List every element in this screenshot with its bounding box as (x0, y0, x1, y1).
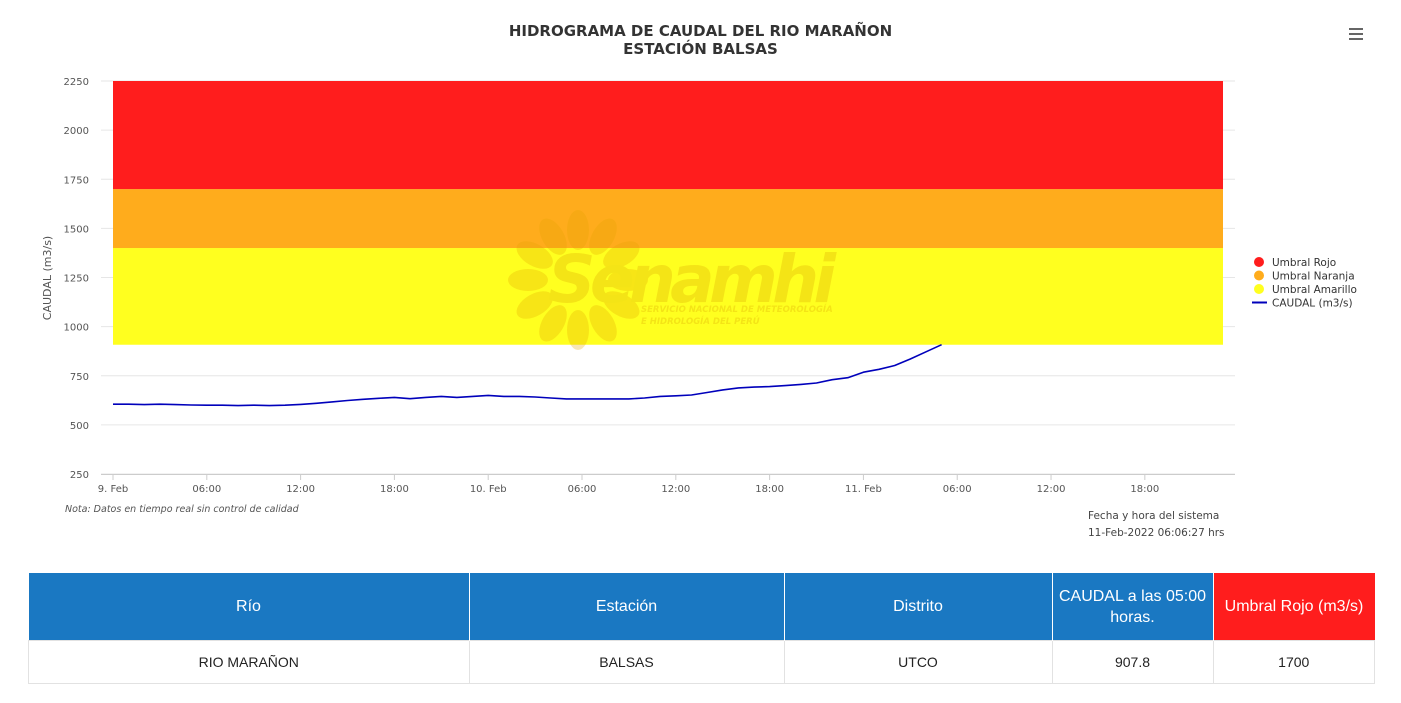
chart-subtitle: ESTACIÓN BALSAS (623, 40, 778, 58)
cell-rio: RIO MARAÑON (28, 640, 470, 684)
station-table: Río Estación Distrito CAUDAL a las 05:00… (28, 573, 1375, 684)
x-tick-label: 10. Feb (470, 484, 507, 495)
cell-caudal: 907.8 (1051, 640, 1214, 684)
table-row: RIO MARAÑON BALSAS UTCO 907.8 1700 (28, 640, 1375, 684)
y-tick-label: 750 (70, 372, 89, 383)
cell-distrito: UTCO (783, 640, 1053, 684)
cell-estacion: BALSAS (468, 640, 785, 684)
system-time-value: 11-Feb-2022 06:06:27 hrs (1088, 527, 1225, 539)
threshold-band (113, 189, 1223, 249)
system-time: Fecha y hora del sistema 11-Feb-2022 06:… (1088, 508, 1225, 542)
legend-item-label: Umbral Naranja (1272, 271, 1355, 283)
hydrograph-chart: HIDROGRAMA DE CAUDAL DEL RIO MARAÑON EST… (41, 22, 1370, 542)
header-caudal: CAUDAL a las 05:00 horas. (1052, 573, 1214, 641)
x-tick-label: 12:00 (661, 484, 690, 495)
system-time-label: Fecha y hora del sistema (1088, 510, 1220, 522)
y-tick-label: 1250 (64, 274, 89, 285)
y-tick-label: 500 (70, 421, 89, 432)
chart-title: HIDROGRAMA DE CAUDAL DEL RIO MARAÑON (508, 22, 893, 40)
legend-item-label: Umbral Rojo (1272, 257, 1336, 269)
table-header-row: Río Estación Distrito CAUDAL a las 05:00… (28, 573, 1375, 641)
x-tick-label: 18:00 (380, 484, 409, 495)
y-axis-title: CAUDAL (m3/s) (41, 236, 54, 320)
x-tick-label: 12:00 (286, 484, 315, 495)
legend-marker (1254, 284, 1264, 294)
x-tick-label: 18:00 (1130, 484, 1159, 495)
y-tick-label: 250 (70, 470, 89, 481)
threshold-band (113, 81, 1223, 190)
header-umbral-rojo: Umbral Rojo (m3/s) (1213, 573, 1375, 641)
y-tick-label: 2000 (64, 126, 89, 137)
y-tick-label: 1000 (64, 323, 89, 334)
svg-text:SERVICIO NACIONAL DE METEOROLO: SERVICIO NACIONAL DE METEOROLOGÍA (641, 303, 833, 315)
x-tick-label: 06:00 (943, 484, 972, 495)
y-tick-label: 2250 (64, 77, 89, 88)
x-tick-label: 06:00 (568, 484, 597, 495)
threshold-band (113, 248, 1223, 345)
y-tick-label: 1500 (64, 224, 89, 235)
header-rio: Río (28, 573, 470, 641)
data-quality-note: Nota: Datos en tiempo real sin control d… (65, 504, 299, 515)
header-distrito: Distrito (784, 573, 1053, 641)
legend-marker (1254, 257, 1264, 267)
svg-text:Senamhi: Senamhi (548, 241, 837, 318)
x-tick-label: 18:00 (755, 484, 784, 495)
x-tick-label: 11. Feb (845, 484, 882, 495)
chart-menu-button[interactable] (1342, 24, 1370, 44)
legend-item-label: Umbral Amarillo (1272, 284, 1357, 296)
legend-item-label: CAUDAL (m3/s) (1272, 298, 1353, 310)
caudal-series-line (113, 343, 942, 407)
x-tick-label: 9. Feb (98, 484, 128, 495)
header-estacion: Estación (469, 573, 785, 641)
y-tick-label: 1750 (64, 175, 89, 186)
hamburger-icon (1349, 28, 1363, 30)
svg-text:E HIDROLOGÍA DEL PERÚ: E HIDROLOGÍA DEL PERÚ (641, 315, 760, 327)
x-tick-label: 12:00 (1037, 484, 1066, 495)
legend-marker (1254, 270, 1264, 281)
x-tick-label: 06:00 (192, 484, 221, 495)
cell-umbral-rojo: 1700 (1212, 640, 1375, 684)
